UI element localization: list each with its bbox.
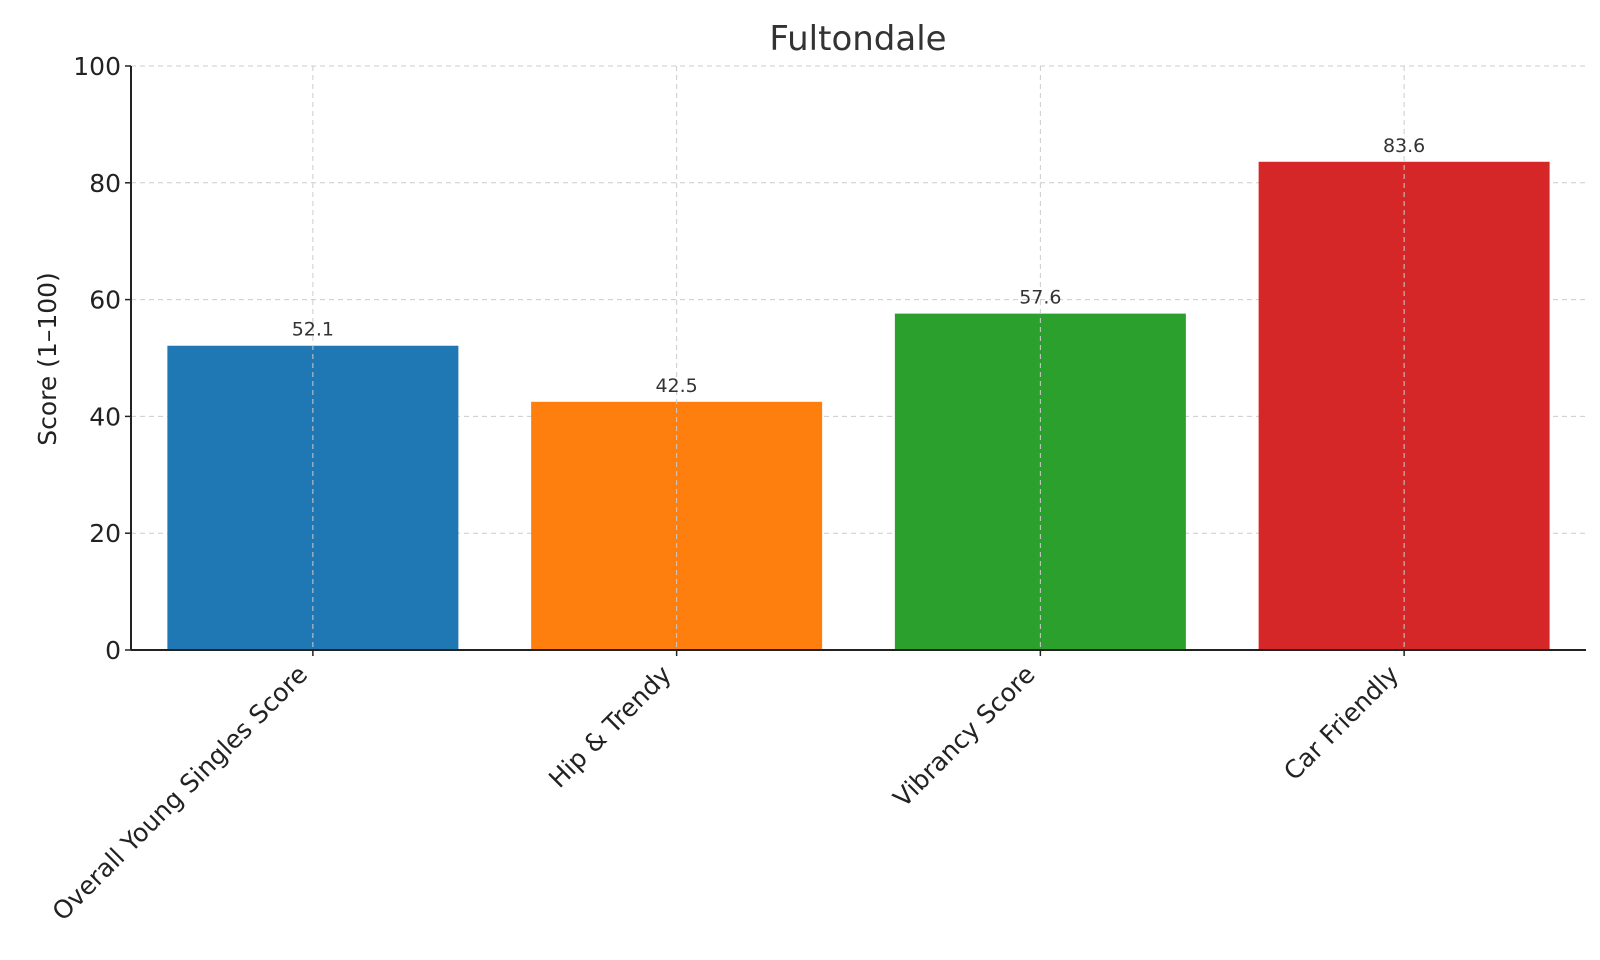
data-label: 57.6 — [1019, 287, 1061, 309]
y-tick-label: 20 — [89, 519, 121, 548]
y-tick-label: 100 — [73, 52, 121, 81]
y-tick-label: 80 — [89, 169, 121, 198]
axes — [125, 65, 1586, 656]
bar — [1258, 161, 1550, 650]
x-tick-label: Overall Young Singles Score — [47, 660, 314, 927]
y-tick-label: 0 — [105, 636, 121, 665]
x-tick-label: Car Friendly — [1278, 660, 1404, 786]
bars — [167, 161, 1550, 650]
y-axis-label: Score (1–100) — [33, 272, 62, 446]
chart-title: Fultondale — [769, 19, 946, 59]
y-tick-label: 60 — [89, 286, 121, 315]
data-label: 42.5 — [655, 375, 697, 397]
x-tick-label: Vibrancy Score — [888, 660, 1041, 813]
y-tick-label: 40 — [89, 402, 121, 431]
x-tick-label: Hip & Trendy — [543, 660, 677, 794]
data-label: 52.1 — [292, 319, 334, 341]
data-label: 83.6 — [1383, 135, 1425, 157]
vertical-grid — [312, 66, 1405, 650]
